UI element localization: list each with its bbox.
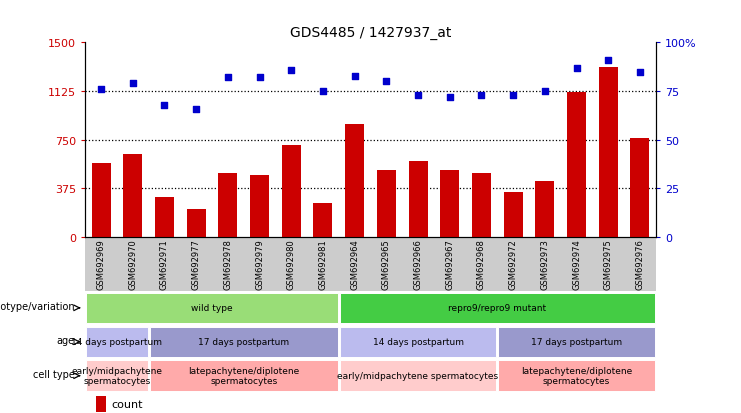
Text: latepachytene/diplotene
spermatocytes: latepachytene/diplotene spermatocytes bbox=[188, 366, 299, 385]
Bar bbox=[504, 192, 522, 237]
Bar bbox=[535, 182, 554, 237]
Text: latepachytene/diplotene
spermatocytes: latepachytene/diplotene spermatocytes bbox=[521, 366, 632, 385]
Bar bbox=[498, 327, 655, 357]
Point bbox=[190, 106, 202, 113]
Bar bbox=[345, 125, 364, 237]
Bar bbox=[96, 396, 106, 412]
Bar bbox=[313, 204, 333, 237]
Text: cell type: cell type bbox=[33, 369, 75, 379]
Point bbox=[507, 93, 519, 99]
Point bbox=[380, 79, 392, 85]
Point bbox=[571, 65, 582, 72]
Bar bbox=[86, 361, 147, 391]
Bar bbox=[340, 361, 496, 391]
Bar bbox=[282, 146, 301, 237]
Bar bbox=[250, 176, 269, 237]
Bar bbox=[377, 170, 396, 237]
Text: age: age bbox=[57, 335, 75, 345]
Text: 14 days postpartum: 14 days postpartum bbox=[373, 337, 464, 347]
Text: 17 days postpartum: 17 days postpartum bbox=[198, 337, 289, 347]
Bar bbox=[472, 174, 491, 237]
Point bbox=[634, 69, 646, 76]
Bar bbox=[155, 197, 174, 237]
Bar bbox=[567, 93, 586, 237]
Title: GDS4485 / 1427937_at: GDS4485 / 1427937_at bbox=[290, 26, 451, 40]
Point bbox=[602, 57, 614, 64]
Point bbox=[476, 93, 488, 99]
Text: count: count bbox=[111, 399, 143, 409]
Bar bbox=[86, 293, 338, 323]
Bar bbox=[92, 164, 110, 237]
Text: early/midpachytene
spermatocytes: early/midpachytene spermatocytes bbox=[71, 366, 162, 385]
Bar bbox=[123, 154, 142, 237]
Point bbox=[127, 81, 139, 88]
Point bbox=[95, 87, 107, 93]
Bar bbox=[340, 293, 655, 323]
Bar bbox=[150, 361, 338, 391]
Point bbox=[222, 75, 233, 82]
Text: genotype/variation: genotype/variation bbox=[0, 301, 75, 311]
Bar bbox=[408, 161, 428, 237]
Point bbox=[317, 88, 329, 95]
Text: wild type: wild type bbox=[191, 304, 233, 313]
Bar bbox=[187, 209, 206, 237]
Point bbox=[444, 95, 456, 101]
Bar bbox=[86, 327, 147, 357]
Bar bbox=[498, 361, 655, 391]
Bar bbox=[440, 170, 459, 237]
Point bbox=[159, 102, 170, 109]
Point bbox=[539, 88, 551, 95]
Text: 17 days postpartum: 17 days postpartum bbox=[531, 337, 622, 347]
Bar bbox=[219, 174, 237, 237]
Point bbox=[412, 93, 424, 99]
Point bbox=[285, 67, 297, 74]
Point bbox=[349, 73, 361, 80]
Text: repro9/repro9 mutant: repro9/repro9 mutant bbox=[448, 304, 546, 313]
Bar bbox=[340, 327, 496, 357]
Bar bbox=[150, 327, 338, 357]
Bar bbox=[631, 139, 649, 237]
Point bbox=[253, 75, 265, 82]
Text: early/midpachytene spermatocytes: early/midpachytene spermatocytes bbox=[337, 371, 499, 380]
Bar bbox=[599, 68, 618, 237]
Text: 14 days postpartum: 14 days postpartum bbox=[71, 337, 162, 347]
